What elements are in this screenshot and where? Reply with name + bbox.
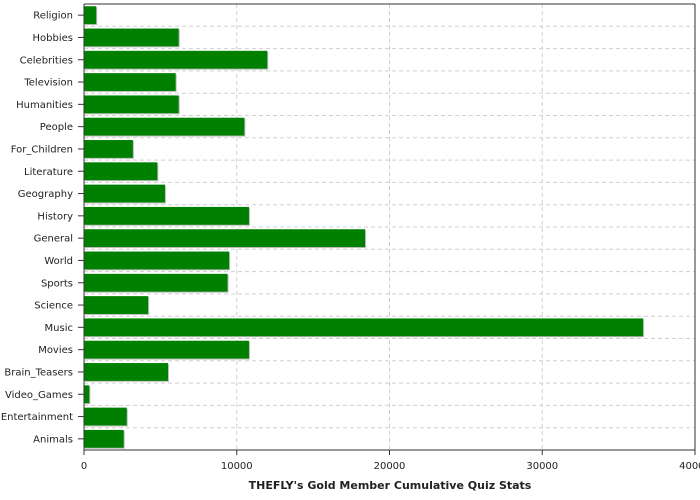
category-label: History [37,211,73,222]
bar-general [84,229,366,248]
tick-labels: 0 10000 20000 30000 40000 [81,461,700,472]
bar-music [84,318,644,337]
category-label: For_Children [11,144,73,155]
bar-movies [84,340,249,359]
category-label: Video_Games [5,390,73,401]
x-axis-title: THEFLY's Gold Member Cumulative Quiz Sta… [249,479,532,492]
bar-for-children [84,140,133,158]
bars [84,6,645,449]
bar-television [84,73,176,91]
x-tick-label: 0 [81,461,87,472]
bar-animals [84,429,124,448]
category-label: Movies [38,345,73,356]
category-label: Literature [24,167,73,178]
category-label: World [44,256,73,267]
category-label: People [40,122,73,133]
category-label: Religion [33,11,73,22]
bar-hobbies [84,28,179,47]
bar-world [84,251,230,270]
category-label: Hobbies [33,33,73,44]
bar-humanities [84,95,179,114]
bar-literature [84,162,158,181]
bar-celebrities [84,50,268,69]
x-tick-label: 40000 [679,461,700,472]
x-tick-label: 20000 [374,461,406,472]
bar-brain-teasers [84,363,169,381]
x-tick-label: 30000 [526,461,558,472]
category-label: Sports [41,278,73,289]
category-labels: Religion Hobbies Celebrities Television Huma… [1,11,73,446]
x-tick-label: 10000 [221,461,253,472]
bar-people [84,117,245,136]
category-label: Science [34,301,73,312]
category-label: Television [23,78,73,89]
category-label: General [34,234,73,245]
bar-religion [84,6,97,25]
category-label: Animals [33,434,73,445]
axes [78,3,696,455]
category-label: Brain_Teasers [4,367,73,378]
category-label: Music [45,323,73,334]
bar-history [84,206,249,225]
bar-science [84,296,149,314]
category-label: Humanities [16,100,73,111]
category-label: Entertainment [1,412,73,423]
bar-sports [84,273,228,292]
category-label: Geography [18,189,73,200]
bar-geography [84,184,165,203]
category-label: Celebrities [20,55,73,66]
bar-video-games [84,385,90,404]
bar-entertainment [84,407,127,426]
grid-lines [84,4,695,450]
